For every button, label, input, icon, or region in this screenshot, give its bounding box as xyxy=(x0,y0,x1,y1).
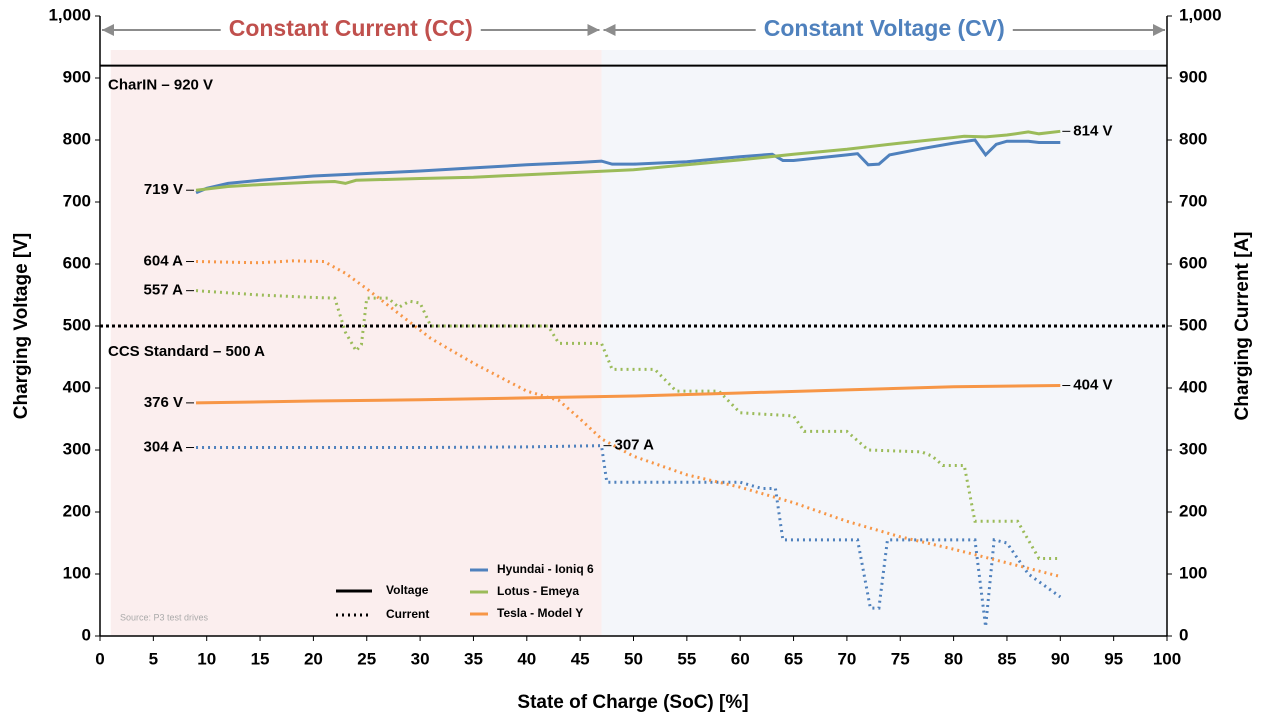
y2-axis-title: Charging Current [A] xyxy=(1232,232,1253,421)
x-tick-label: 50 xyxy=(624,649,643,668)
x-tick-label: 85 xyxy=(997,649,1016,668)
y-tick-label: 300 xyxy=(63,439,91,458)
region-label: Constant Voltage (CV) xyxy=(764,15,1005,41)
y-tick-label: 600 xyxy=(63,253,91,272)
x-tick-label: 80 xyxy=(944,649,963,668)
y2-tick-label: 1,000 xyxy=(1179,5,1222,24)
arrow-head xyxy=(603,24,616,36)
y-axis-title: Charging Voltage [V] xyxy=(11,233,32,419)
y-tick-label: 200 xyxy=(63,501,91,520)
x-tick-label: 45 xyxy=(571,649,590,668)
reference-label: CharIN – 920 V xyxy=(108,77,213,94)
y2-tick-label: 100 xyxy=(1179,563,1207,582)
legend-label: Lotus - Emeya xyxy=(497,584,579,598)
y-tick-label: 900 xyxy=(63,67,91,86)
region-shade xyxy=(110,50,602,636)
annotation: 719 V xyxy=(144,181,183,198)
x-tick-label: 15 xyxy=(251,649,270,668)
x-tick-label: 95 xyxy=(1104,649,1123,668)
x-tick-label: 35 xyxy=(464,649,483,668)
annotation: 376 V xyxy=(144,394,183,411)
x-tick-label: 70 xyxy=(837,649,856,668)
arrow-head xyxy=(102,24,114,36)
y2-tick-label: 600 xyxy=(1179,253,1207,272)
x-tick-label: 40 xyxy=(517,649,536,668)
x-tick-label: 90 xyxy=(1051,649,1070,668)
label-background xyxy=(220,15,481,42)
x-tick-label: 60 xyxy=(731,649,750,668)
x-tick-label: 10 xyxy=(197,649,216,668)
annotation: 404 V xyxy=(1073,376,1112,393)
y2-tick-label: 900 xyxy=(1179,67,1207,86)
annotation: 604 A xyxy=(144,252,184,269)
y-tick-label: 100 xyxy=(63,563,91,582)
label-background xyxy=(755,15,1013,42)
y-tick-label: 700 xyxy=(63,191,91,210)
y2-tick-label: 500 xyxy=(1179,315,1207,334)
y-tick-label: 1,000 xyxy=(48,5,91,24)
x-axis-title: State of Charge (SoC) [%] xyxy=(517,692,748,713)
y2-tick-label: 800 xyxy=(1179,129,1207,148)
legend-label: Voltage xyxy=(386,583,429,597)
y-tick-label: 800 xyxy=(63,129,91,148)
x-tick-label: 0 xyxy=(95,649,104,668)
y2-tick-label: 700 xyxy=(1179,191,1207,210)
arrow-head xyxy=(587,24,600,36)
current-line xyxy=(195,289,1061,560)
annotation: 814 V xyxy=(1073,122,1112,139)
legend-label: Tesla - Model Y xyxy=(497,606,583,620)
y2-tick-label: 0 xyxy=(1179,625,1188,644)
x-tick-label: 65 xyxy=(784,649,803,668)
y-tick-label: 400 xyxy=(63,377,91,396)
y2-tick-label: 200 xyxy=(1179,501,1207,520)
voltage-line xyxy=(195,129,1061,192)
region-shade xyxy=(601,50,1167,636)
y-tick-label: 500 xyxy=(63,315,91,334)
y2-tick-label: 300 xyxy=(1179,439,1207,458)
x-tick-label: 25 xyxy=(357,649,376,668)
y-tick-label: 0 xyxy=(82,625,91,644)
source-note: Source: P3 test drives xyxy=(120,612,209,622)
annotation: 557 A xyxy=(144,282,184,299)
legend-label: Hyundai - Ioniq 6 xyxy=(497,562,594,576)
arrow-head xyxy=(1153,24,1165,36)
y2-tick-label: 400 xyxy=(1179,377,1207,396)
legend-label: Current xyxy=(386,607,429,621)
current-line xyxy=(196,444,1062,627)
x-tick-label: 55 xyxy=(677,649,696,668)
x-tick-label: 20 xyxy=(304,649,323,668)
voltage-line xyxy=(196,384,1061,405)
annotation: 304 A xyxy=(144,438,184,455)
x-tick-label: 30 xyxy=(411,649,430,668)
x-tick-label: 5 xyxy=(149,649,158,668)
region-label: Constant Current (CC) xyxy=(229,15,473,41)
annotation: 307 A xyxy=(614,437,654,454)
reference-label: CCS Standard – 500 A xyxy=(108,343,265,360)
x-tick-label: 75 xyxy=(891,649,910,668)
x-tick-label: 100 xyxy=(1153,649,1181,668)
